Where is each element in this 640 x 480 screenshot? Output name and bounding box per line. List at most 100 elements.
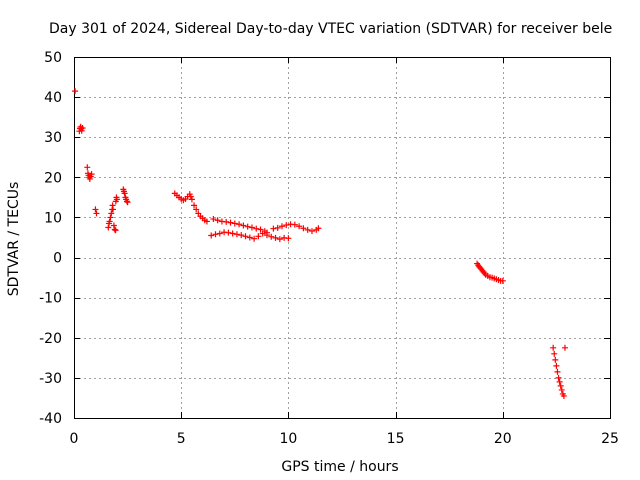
data-point — [285, 235, 292, 242]
x-tick-label: 25 — [601, 431, 619, 447]
x-tick-labels: 0 5 10 15 20 25 — [70, 431, 619, 447]
data-point — [88, 171, 95, 178]
data-point — [78, 127, 85, 134]
data-point — [108, 210, 115, 217]
y-tick-label: 20 — [44, 170, 62, 186]
x-axis-label: GPS time / hours — [281, 459, 398, 475]
data-point — [251, 235, 258, 242]
data-point — [248, 224, 255, 231]
data-point — [499, 277, 506, 284]
data-point — [253, 225, 260, 232]
data-point — [105, 224, 112, 231]
y-axis-label: SDTVAR / TECUs — [6, 182, 22, 297]
data-point — [229, 230, 236, 237]
tick-layer — [74, 57, 611, 419]
y-tick-label: 0 — [53, 251, 62, 267]
data-point — [556, 378, 563, 385]
data-point — [553, 362, 560, 369]
data-point — [84, 164, 91, 171]
data-point — [233, 231, 240, 238]
y-tick-label: 10 — [44, 210, 62, 226]
data-point — [300, 225, 307, 232]
data-point — [308, 228, 315, 235]
data-point — [223, 218, 230, 225]
y-tick-label: -20 — [39, 331, 62, 347]
data-point — [106, 218, 113, 225]
data-point — [72, 88, 79, 95]
data-point — [79, 124, 86, 131]
data-point — [315, 225, 322, 232]
y-tick-label: 40 — [44, 90, 62, 106]
y-tick-label: -40 — [39, 411, 62, 427]
data-point — [242, 233, 249, 240]
data-point — [107, 214, 114, 221]
data-point — [231, 220, 238, 227]
grid-layer — [74, 57, 610, 418]
data-point — [246, 234, 253, 241]
data-point — [110, 222, 117, 229]
data-point — [268, 233, 275, 240]
plot-frame — [74, 57, 611, 419]
data-point — [238, 232, 245, 239]
chart-title: Day 301 of 2024, Sidereal Day-to-day VTE… — [49, 21, 612, 37]
data-point — [255, 233, 262, 240]
data-point — [560, 392, 567, 399]
y-tick-labels: -40 -30 -20 -10 0 10 20 30 40 50 — [39, 50, 62, 427]
data-point — [111, 226, 118, 233]
data-point — [259, 230, 266, 237]
data-point — [214, 217, 221, 224]
data-point — [278, 223, 285, 230]
data-point — [257, 226, 264, 233]
data-point — [124, 199, 131, 206]
data-point — [304, 226, 311, 233]
data-point — [244, 223, 251, 230]
y-tick-label: 50 — [44, 50, 62, 66]
x-tick-label: 20 — [494, 431, 512, 447]
data-point — [212, 231, 219, 238]
data-point — [112, 227, 119, 234]
data-point — [216, 230, 223, 237]
data-point — [561, 344, 568, 351]
x-tick-label: 5 — [177, 431, 186, 447]
data-point — [274, 224, 281, 231]
data-point — [557, 382, 564, 389]
data-point — [193, 206, 200, 213]
x-tick-label: 15 — [387, 431, 405, 447]
data-point — [236, 221, 243, 228]
data-point — [554, 368, 561, 375]
data-point — [123, 198, 130, 205]
data-point — [558, 386, 565, 393]
data-point — [191, 202, 198, 209]
data-point — [240, 222, 247, 229]
data-point — [227, 219, 234, 226]
data-point — [225, 229, 232, 236]
data-points — [72, 88, 568, 399]
data-point — [555, 374, 562, 381]
data-point — [291, 221, 298, 228]
data-point — [188, 196, 195, 203]
data-point — [208, 232, 215, 239]
data-point — [210, 216, 217, 223]
data-point — [550, 344, 557, 351]
data-point — [93, 210, 100, 217]
data-point — [121, 190, 128, 197]
y-tick-label: -30 — [39, 371, 62, 387]
x-tick-label: 10 — [279, 431, 297, 447]
x-tick-label: 0 — [70, 431, 79, 447]
data-point — [276, 236, 283, 243]
data-point — [92, 206, 99, 213]
data-point — [272, 234, 279, 241]
data-point — [203, 218, 210, 225]
data-point — [296, 223, 303, 230]
data-point — [187, 193, 194, 200]
data-point — [552, 356, 559, 363]
y-tick-label: -10 — [39, 291, 62, 307]
data-point — [113, 196, 120, 203]
data-point — [270, 225, 277, 232]
data-point — [263, 232, 270, 239]
data-point — [283, 222, 290, 229]
data-point — [551, 350, 558, 357]
data-point — [110, 206, 117, 213]
y-tick-label: 30 — [44, 130, 62, 146]
